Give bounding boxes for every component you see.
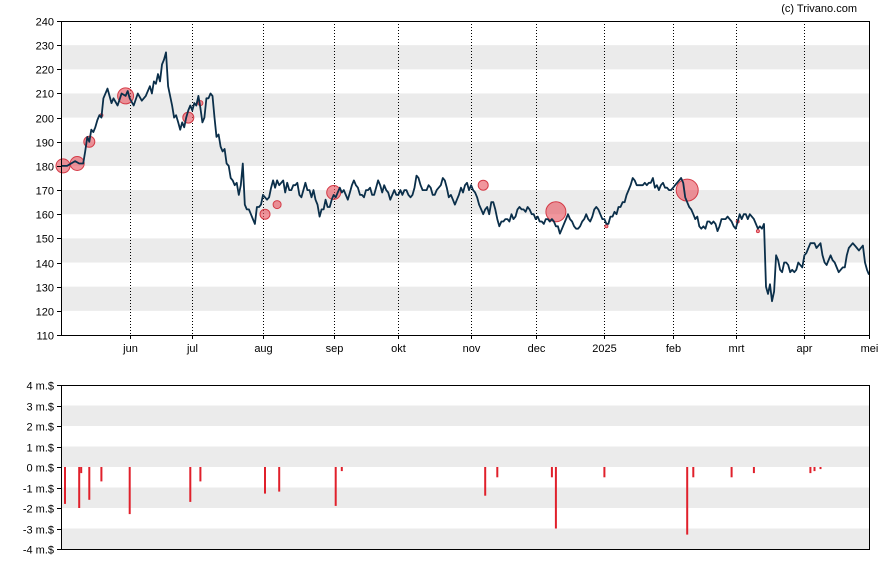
x-tick-label: 2025 (592, 343, 616, 355)
volume-y-tick-label: 0 m.$ (26, 463, 54, 475)
volume-y-tick-label: -1 m.$ (23, 484, 54, 496)
x-tick-label: mrt (729, 343, 745, 355)
price-grid-band (61, 190, 869, 215)
price-grid-band (61, 286, 869, 311)
volume-y-tick-label: -3 m.$ (23, 525, 54, 537)
x-tick-label: jul (186, 343, 198, 355)
trade-marker (182, 111, 195, 124)
x-tick-label: sep (326, 343, 344, 355)
volume-y-axis: 4 m.$ 3 m.$ 2 m.$ 1 m.$ 0 m.$ -1 m.$ -2 m.$ -3 … (23, 381, 61, 557)
volume-bar (554, 467, 557, 529)
volume-y-tick-label: -2 m.$ (23, 504, 54, 516)
volume-bar (730, 467, 733, 478)
volume-bar (496, 467, 499, 478)
y-tick-label: 110 (36, 331, 54, 343)
y-tick-label: 160 (36, 210, 54, 222)
volume-bar (692, 467, 695, 478)
volume-bar (278, 467, 281, 492)
y-tick-label: 150 (36, 234, 54, 246)
y-tick-label: 240 (36, 17, 54, 29)
x-tick-label: dec (528, 343, 546, 355)
volume-bar (199, 467, 202, 482)
volume-grid-band (61, 487, 869, 508)
x-tick-label: nov (463, 343, 481, 355)
volume-grid-band (61, 405, 869, 426)
trade-marker (272, 200, 282, 210)
x-tick-label: apr (797, 343, 813, 355)
volume-y-tick-label: 3 m.$ (26, 402, 54, 414)
volume-bar (809, 467, 812, 474)
y-tick-label: 180 (36, 162, 54, 174)
volume-bar (88, 467, 91, 500)
trade-marker (675, 178, 699, 202)
volume-bar (189, 467, 192, 502)
volume-bar (550, 467, 553, 478)
price-grid-band (61, 141, 869, 166)
volume-bar (100, 467, 103, 482)
volume-bar (813, 467, 816, 472)
volume-grid-bands (61, 405, 869, 549)
volume-grid-band (61, 528, 869, 549)
volume-bar (340, 467, 343, 472)
y-tick-label: 130 (36, 283, 54, 295)
y-tick-label: 170 (36, 186, 54, 198)
y-tick-label: 210 (36, 89, 54, 101)
y-tick-label: 190 (36, 138, 54, 150)
volume-plot-frame (61, 385, 870, 550)
volume-bar (264, 467, 266, 494)
volume-grid-band (61, 446, 869, 467)
price-grid-band (61, 238, 869, 263)
y-tick-label: 140 (36, 259, 54, 271)
trade-marker (545, 201, 567, 223)
price-grid-band (61, 45, 869, 70)
price-grid-bands (61, 45, 869, 311)
volume-bar (128, 467, 131, 515)
volume-bar (752, 467, 755, 474)
x-tick-label: okt (391, 343, 406, 355)
volume-bar (80, 467, 83, 474)
trade-markers (55, 87, 760, 234)
x-tick-label: aug (254, 343, 272, 355)
volume-bar (603, 467, 606, 478)
volume-bar (78, 467, 81, 508)
price-series-line (61, 51, 870, 303)
x-tick-label: mei (861, 343, 879, 355)
price-month-gridlines (130, 21, 870, 335)
y-tick-label: 120 (36, 307, 54, 319)
x-tick-label: jun (122, 343, 138, 355)
x-tick-label: feb (666, 343, 681, 355)
trade-marker (755, 229, 760, 234)
price-y-axis: 110 120 130 140 150 160 170 180 190 200 210 220 230 2… (36, 17, 61, 343)
volume-y-tick-label: 4 m.$ (26, 381, 54, 393)
trade-marker (604, 224, 609, 229)
y-tick-label: 230 (36, 41, 54, 53)
y-tick-label: 200 (36, 114, 54, 126)
y-tick-label: 220 (36, 65, 54, 77)
volume-bar (484, 467, 487, 496)
price-grid-band (61, 93, 869, 118)
volume-bars (64, 467, 822, 535)
volume-bar (686, 467, 689, 535)
volume-y-tick-label: 2 m.$ (26, 422, 54, 434)
volume-y-tick-label: -4 m.$ (23, 545, 54, 557)
volume-panel: 4 m.$ 3 m.$ 2 m.$ 1 m.$ 0 m.$ -1 m.$ -2 m.$ -3 … (23, 381, 870, 557)
credit-label: (c) Trivano.com (781, 3, 857, 15)
price-x-axis: jun jul aug sep okt nov dec 2025 feb mrt apr mei (122, 335, 878, 355)
trade-marker (259, 208, 271, 220)
price-plot-frame (61, 21, 870, 336)
volume-bar (64, 467, 66, 504)
volume-y-tick-label: 1 m.$ (26, 443, 54, 455)
volume-bar (819, 467, 822, 470)
volume-bar (334, 467, 337, 506)
price-panel: 110 120 130 140 150 160 170 180 190 200 210 220 230 2… (36, 17, 879, 356)
trade-marker (477, 179, 489, 191)
